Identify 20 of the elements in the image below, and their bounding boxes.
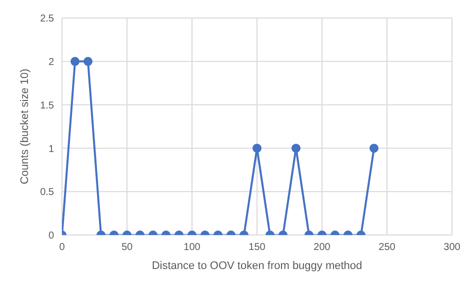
- point: [252, 144, 262, 153]
- point: [292, 144, 300, 153]
- y-tick-label: 0: [48, 230, 54, 242]
- y-tick-label: 1: [48, 144, 54, 155]
- point: [370, 144, 378, 153]
- y-axis-title: Counts (bucket size 10): [18, 68, 31, 184]
- y-tick-label: 2.5: [40, 14, 54, 25]
- point: [84, 56, 92, 66]
- point: [70, 56, 80, 66]
- x-axis-title: Distance to OOV token from buggy method: [152, 260, 362, 272]
- x-tick-label: 300: [444, 242, 461, 254]
- y-tick-label: 0.5: [40, 187, 54, 198]
- x-tick-label: 250: [378, 242, 396, 254]
- x-tick-label: 0: [59, 242, 66, 254]
- x-tick-label: 200: [314, 242, 331, 254]
- x-tick-label: 150: [248, 242, 266, 254]
- y-tick-label: 1.5: [40, 100, 54, 112]
- x-tick-label: 100: [184, 242, 201, 254]
- x-tick-label: 50: [121, 242, 133, 254]
- y-tick-label: 2: [48, 56, 54, 68]
